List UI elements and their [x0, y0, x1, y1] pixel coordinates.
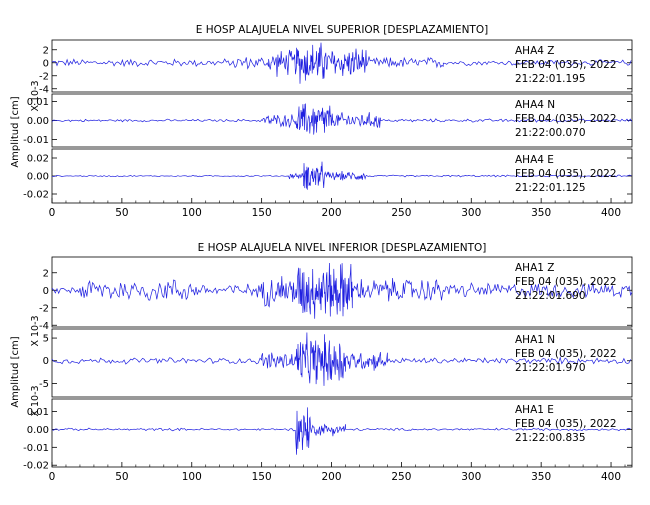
x-tick-label: 150	[252, 207, 272, 219]
waveform-line	[51, 407, 631, 455]
channel-panel: 0.02 0.00 -0.02 AHA4 E FEB 04 (035), 2022 21:…	[23, 148, 633, 204]
y-tick-label: 0.00	[27, 425, 49, 436]
waveform-line	[51, 262, 633, 319]
time-label: 21:22:01.690	[515, 290, 586, 302]
scale-label: X 10-3	[30, 385, 41, 416]
date-label: FEB 04 (035), 2022	[515, 348, 617, 360]
x-axis: 0 50 100 150 200 250 300 350 400	[49, 198, 626, 219]
y-tick-label: -0.02	[23, 190, 49, 201]
waveform-line	[51, 103, 633, 135]
y-tick-label: 0.01	[27, 407, 49, 418]
y-tick-label: 5	[43, 334, 49, 345]
x-tick-label: 0	[49, 471, 56, 483]
x-tick-label: 200	[321, 207, 341, 219]
date-label: FEB 04 (035), 2022	[515, 168, 617, 180]
station-label: AHA1 E	[515, 404, 554, 416]
panel-frame	[51, 39, 633, 93]
x-tick-label: 300	[461, 471, 481, 483]
x-tick-label: 400	[601, 207, 621, 219]
waveform-line	[51, 332, 631, 386]
channel-panel: 2 0 -2 -4X 10-3 AHA1 Z FEB 04 (035), 2022 21:2…	[30, 256, 633, 347]
time-label: 21:22:01.125	[515, 182, 586, 194]
x-axis: 0 50 100 150 200 250 300 350 400	[49, 462, 626, 483]
figure-title: E HOSP ALAJUELA NIVEL INFERIOR [DESPLAZA…	[198, 242, 487, 254]
time-label: 21:22:00.835	[515, 432, 586, 444]
time-label: 21:22:01.195	[515, 73, 586, 85]
panel-frame	[51, 328, 633, 398]
x-tick-label: 400	[601, 471, 621, 483]
y-tick-label: -4	[39, 84, 49, 95]
waveform-line	[51, 161, 632, 190]
x-tick-label: 250	[391, 471, 411, 483]
x-tick-label: 300	[461, 207, 481, 219]
y-tick-label: 0.01	[27, 97, 49, 108]
y-tick-label: 2	[43, 45, 49, 56]
figure-title: E HOSP ALAJUELA NIVEL SUPERIOR [DESPLAZA…	[196, 24, 488, 36]
y-tick-label: -0.01	[23, 135, 49, 146]
y-tick-label: -4	[39, 321, 49, 332]
x-tick-label: 150	[252, 471, 272, 483]
date-label: FEB 04 (035), 2022	[515, 418, 617, 430]
date-label: FEB 04 (035), 2022	[515, 59, 617, 71]
y-tick-label: 0	[43, 286, 49, 297]
time-label: 21:22:01.970	[515, 362, 586, 374]
station-label: AHA4 E	[515, 154, 554, 166]
date-label: FEB 04 (035), 2022	[515, 276, 617, 288]
channel-panel: 5 0 -5X 10-3 AHA1 N FEB 04 (035), 2022 21:22:…	[30, 328, 633, 417]
x-tick-label: 100	[182, 471, 202, 483]
x-tick-label: 50	[115, 207, 128, 219]
channel-panel: 2 0 -2 -4X 10-3 AHA4 Z FEB 04 (035), 2022 21:2…	[30, 39, 633, 112]
y-tick-label: -0.02	[23, 461, 49, 472]
waveform-line	[51, 42, 632, 84]
y-tick-label: -5	[39, 379, 49, 390]
station-label: AHA4 N	[515, 99, 555, 111]
panel-frame	[51, 398, 633, 468]
y-tick-label: 0	[43, 58, 49, 69]
station-label: AHA4 Z	[515, 45, 554, 57]
time-label: 21:22:00.070	[515, 127, 586, 139]
date-label: FEB 04 (035), 2022	[515, 113, 617, 125]
y-tick-label: -2	[39, 303, 49, 314]
y-tick-label: -0.01	[23, 443, 49, 454]
y-tick-label: 0.00	[27, 116, 49, 127]
y-tick-label: 0.00	[27, 172, 49, 183]
y-tick-label: 0	[43, 356, 49, 367]
y-axis-label: Amplitud [cm]	[10, 96, 21, 167]
x-tick-label: 250	[391, 207, 411, 219]
panel-frame	[51, 256, 633, 328]
y-tick-label: 0.02	[27, 154, 49, 165]
upper-level-figure: E HOSP ALAJUELA NIVEL SUPERIOR [DESPLAZA…	[10, 24, 633, 219]
scale-label: X 10-3	[30, 315, 41, 346]
x-tick-label: 50	[115, 471, 128, 483]
y-tick-label: -2	[39, 71, 49, 82]
x-tick-label: 200	[321, 471, 341, 483]
x-tick-label: 350	[531, 207, 551, 219]
scale-label: X 10-3	[30, 80, 41, 111]
y-axis-label: Amplitud [cm]	[10, 336, 21, 407]
channel-panel: 0.01 0.00 -0.01 AHA4 N FEB 04 (035), 2022 21:…	[23, 93, 633, 148]
x-tick-label: 100	[182, 207, 202, 219]
lower-level-figure: E HOSP ALAJUELA NIVEL INFERIOR [DESPLAZA…	[10, 242, 633, 483]
y-tick-label: 2	[43, 268, 49, 279]
x-tick-label: 350	[531, 471, 551, 483]
x-tick-label: 0	[49, 207, 56, 219]
station-label: AHA1 N	[515, 334, 555, 346]
station-label: AHA1 Z	[515, 262, 554, 274]
channel-panel: 0.01 0.00 -0.01 -0.02 AHA1 E FEB 04 (035), 20…	[23, 398, 633, 472]
